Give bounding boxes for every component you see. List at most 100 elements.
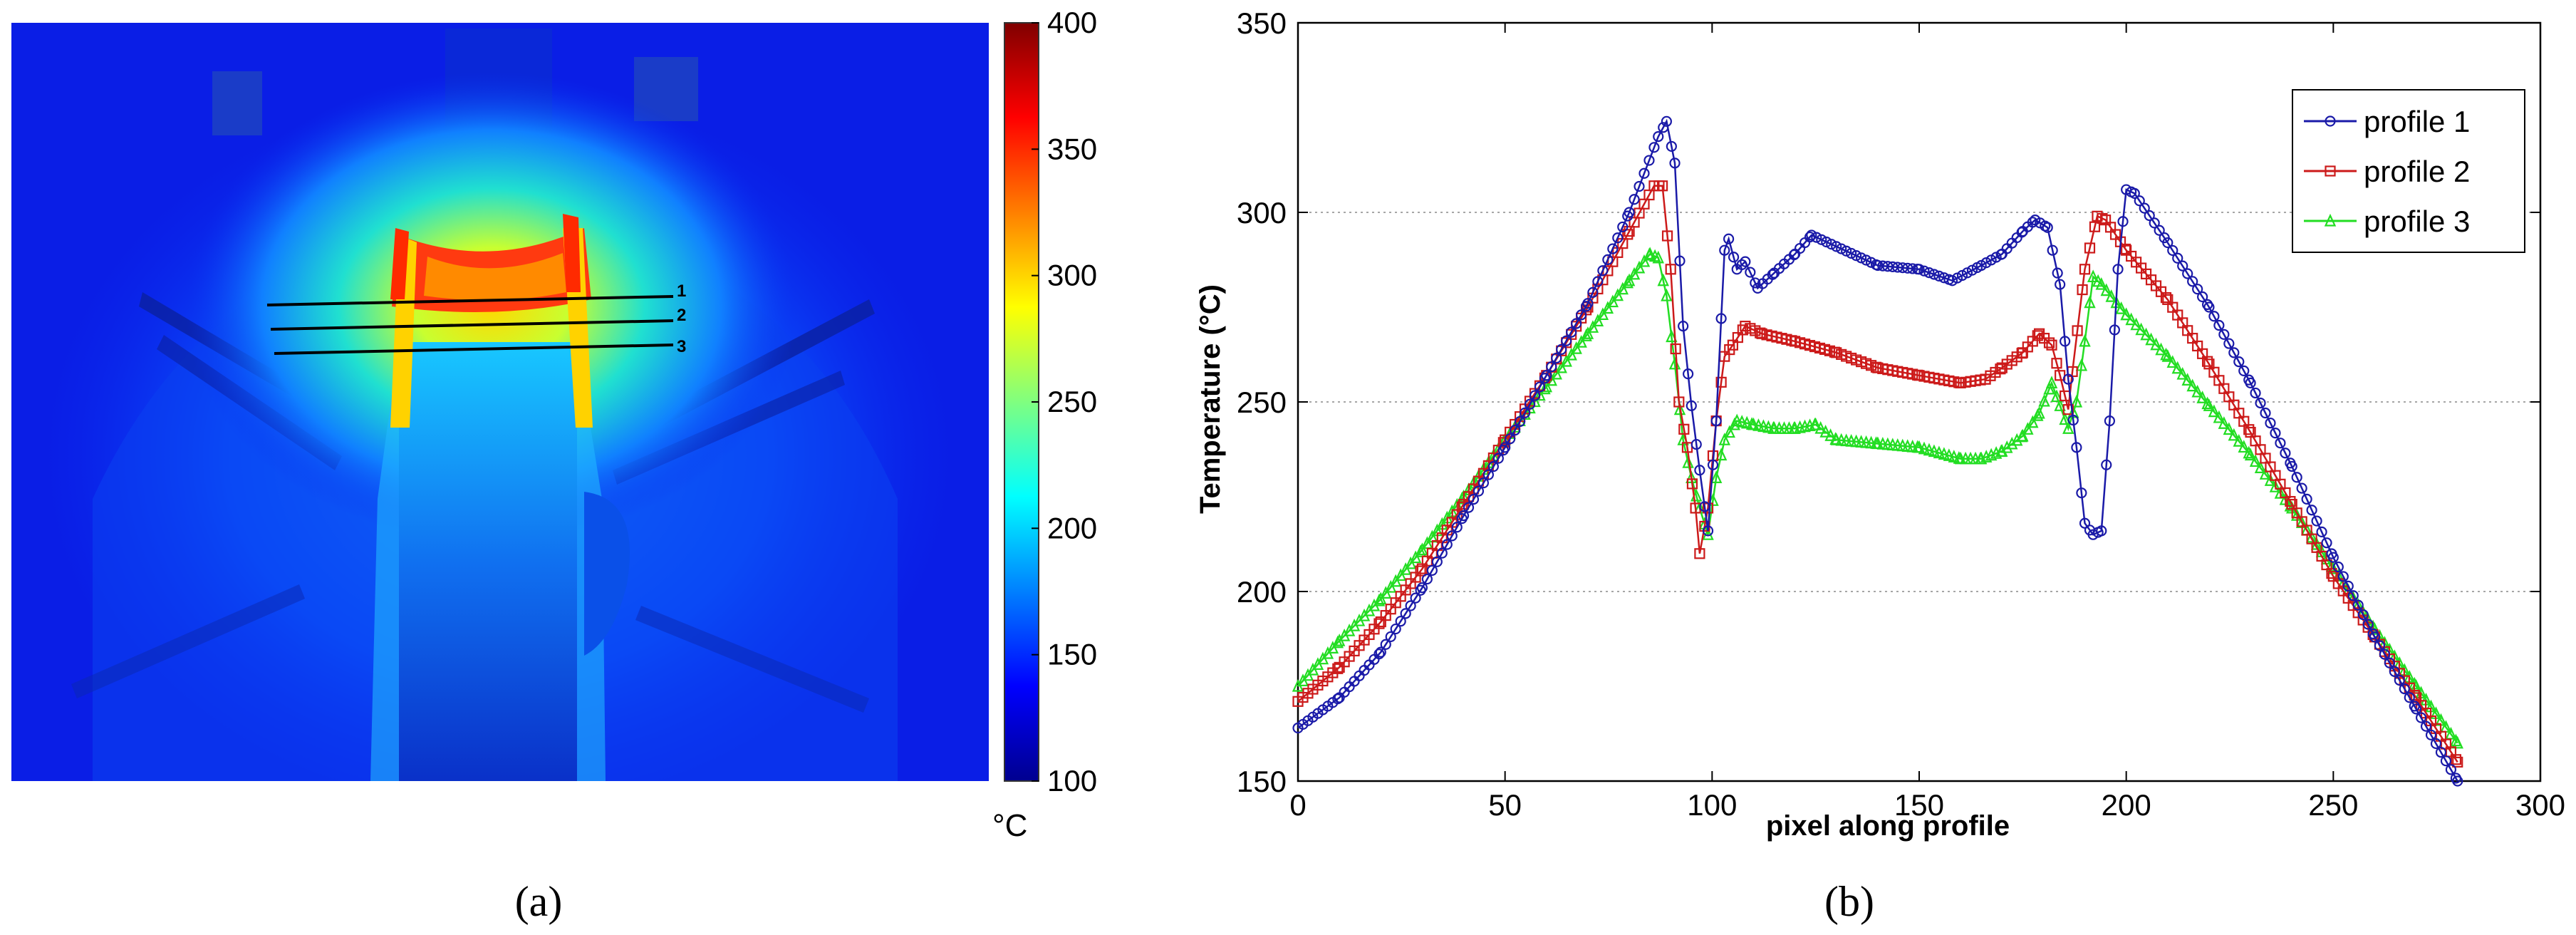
profile-line-2 — [270, 319, 674, 331]
data-point-profile-1 — [1767, 269, 1778, 280]
data-point-profile-1 — [2192, 284, 2203, 295]
data-point-profile-1 — [1473, 485, 1485, 497]
data-point-profile-1 — [2067, 414, 2079, 426]
profile-line-label-2: 2 — [677, 306, 686, 325]
data-point-profile-1 — [2071, 442, 2082, 453]
x-tick-label: 200 — [2102, 788, 2151, 822]
data-point-profile-3 — [1575, 335, 1587, 348]
data-point-profile-3 — [2223, 422, 2235, 435]
data-point-profile-3 — [1404, 556, 1417, 569]
data-point-profile-2 — [2450, 754, 2462, 765]
data-point-profile-1 — [2327, 552, 2339, 563]
data-point-profile-3 — [2059, 412, 2071, 425]
data-point-profile-3 — [2027, 415, 2039, 428]
data-point-profile-1 — [1634, 180, 1645, 192]
data-point-profile-1 — [2379, 649, 2391, 660]
data-point-profile-3 — [2186, 378, 2198, 392]
data-point-profile-2 — [1622, 229, 1634, 240]
data-point-profile-2 — [2202, 356, 2213, 367]
data-point-profile-2 — [2160, 291, 2172, 304]
data-point-profile-2 — [2409, 689, 2420, 701]
data-point-profile-1 — [2182, 268, 2193, 279]
profile-chart: 0 50 100 150 200 250 300 150 200 250 300 350 pixel… — [1195, 6, 2565, 842]
data-point-profile-3 — [1550, 366, 1562, 380]
data-point-profile-1 — [2332, 561, 2344, 573]
data-point-profile-2 — [2072, 325, 2083, 336]
data-point-profile-3 — [1633, 260, 1646, 274]
data-point-profile-3 — [2095, 277, 2108, 290]
data-point-profile-1 — [1556, 343, 1567, 355]
data-point-profile-1 — [1846, 247, 1857, 259]
data-point-profile-2 — [2032, 330, 2043, 341]
data-point-profile-1 — [2430, 738, 2442, 750]
data-point-profile-3 — [2070, 394, 2083, 408]
data-point-profile-1 — [2172, 252, 2183, 264]
data-point-profile-1 — [2280, 448, 2291, 459]
data-point-profile-1 — [2394, 674, 2405, 686]
data-point-profile-3 — [1555, 360, 1567, 373]
data-point-profile-1 — [2149, 217, 2160, 229]
data-point-profile-1 — [1500, 442, 1511, 453]
data-point-profile-3 — [1666, 329, 1678, 343]
y-axis-label: Temperature (°C) — [1195, 284, 1226, 514]
data-point-profile-3 — [1913, 440, 1926, 453]
colorbar-tick-label: 200 — [1047, 511, 1097, 544]
x-axis-ticks: 0 50 100 150 200 250 300 — [1289, 23, 2565, 822]
data-point-profile-1 — [1426, 564, 1438, 577]
y-tick-label: 250 — [1237, 386, 1287, 419]
data-point-profile-1 — [1561, 335, 1572, 346]
data-point-profile-1 — [1395, 616, 1406, 627]
data-point-profile-2 — [1373, 618, 1385, 629]
data-point-profile-1 — [1913, 264, 1925, 275]
data-point-profile-3 — [1375, 592, 1387, 605]
data-point-profile-1 — [2187, 276, 2198, 287]
data-point-profile-1 — [2233, 356, 2245, 368]
data-point-profile-3 — [1616, 281, 1629, 295]
data-point-profile-3 — [2130, 317, 2142, 331]
x-tick-label: 0 — [1289, 788, 1306, 822]
data-point-profile-3 — [1611, 288, 1624, 301]
data-point-profile-3 — [2050, 389, 2063, 403]
data-point-profile-1 — [1804, 231, 1816, 243]
data-point-profile-3 — [1933, 445, 1946, 459]
y-tick-label: 350 — [1237, 6, 1287, 40]
data-point-profile-1 — [2384, 657, 2395, 668]
data-point-profile-2 — [2089, 221, 2101, 232]
data-point-profile-1 — [1582, 298, 1594, 309]
data-point-profile-1 — [2337, 571, 2349, 582]
data-point-profile-3 — [1652, 250, 1664, 264]
data-point-profile-2 — [2062, 404, 2074, 415]
data-point-profile-1 — [2311, 515, 2322, 527]
data-point-profile-1 — [1638, 167, 1650, 179]
data-point-profile-1 — [1666, 140, 1677, 153]
data-point-profile-1 — [1390, 623, 1401, 635]
legend-marker-profile-3 — [2324, 213, 2337, 227]
data-point-profile-1 — [1745, 267, 1756, 278]
data-point-profile-1 — [2228, 347, 2240, 358]
data-point-profile-3 — [2155, 342, 2167, 356]
data-point-profile-3 — [2150, 337, 2162, 351]
data-point-profile-1 — [1612, 232, 1624, 244]
data-point-profile-3 — [2228, 428, 2240, 441]
data-point-profile-1 — [1421, 573, 1433, 585]
colorbar-tick-label: 100 — [1047, 764, 1097, 797]
data-point-profile-1 — [1380, 639, 1391, 650]
data-point-profile-2 — [1673, 396, 1685, 408]
data-point-profile-1 — [1690, 438, 1702, 450]
data-point-profile-1 — [2139, 202, 2150, 214]
data-point-profile-1 — [1821, 236, 1832, 248]
data-point-profile-1 — [1661, 115, 1672, 127]
data-point-profile-3 — [2254, 460, 2267, 473]
x-tick-label: 50 — [1488, 788, 1522, 822]
data-point-profile-1 — [1674, 255, 1686, 267]
data-point-profile-3 — [1623, 273, 1636, 286]
data-point-profile-1 — [2275, 438, 2286, 449]
data-point-profile-1 — [1519, 407, 1531, 418]
data-point-profile-3 — [1735, 415, 1748, 428]
data-point-profile-1 — [1546, 361, 1557, 373]
data-point-profile-1 — [1811, 232, 1822, 243]
data-point-profile-1 — [1373, 649, 1385, 660]
data-point-profile-3 — [1740, 415, 1753, 429]
data-point-profile-3 — [1389, 574, 1402, 587]
